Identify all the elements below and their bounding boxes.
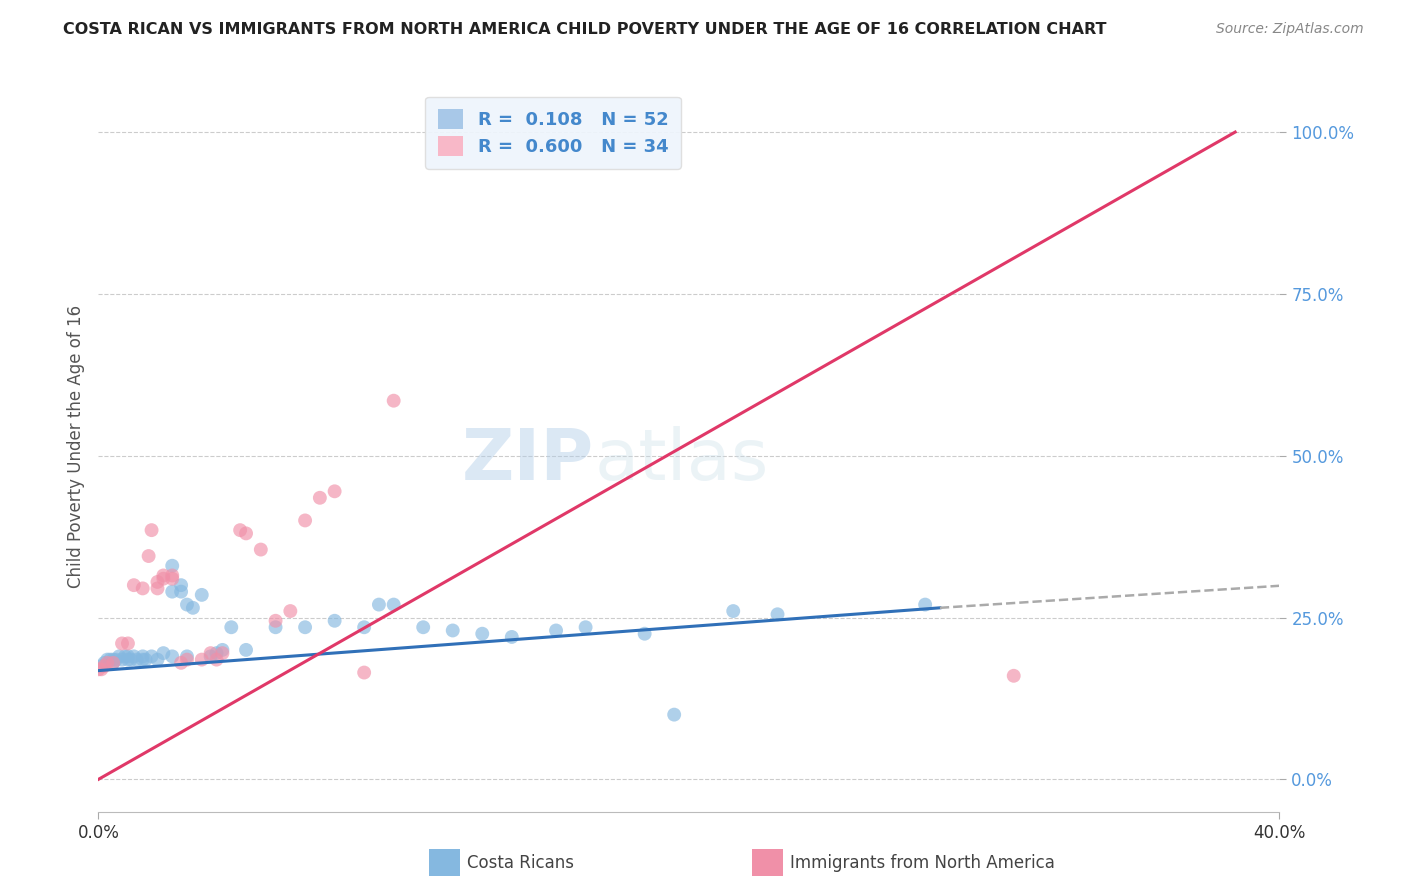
Point xyxy=(162,649,183,664)
Point xyxy=(122,578,145,592)
Point xyxy=(353,665,375,680)
Point xyxy=(368,598,391,612)
Point xyxy=(114,649,136,664)
Point xyxy=(117,652,139,666)
Point xyxy=(146,582,169,596)
Point xyxy=(211,643,233,657)
Point xyxy=(323,484,346,499)
Point xyxy=(141,523,163,537)
Point xyxy=(87,662,110,676)
Point xyxy=(96,656,118,670)
Point xyxy=(176,598,198,612)
Point xyxy=(766,607,789,622)
Point xyxy=(382,393,405,408)
Point xyxy=(132,582,155,596)
Point xyxy=(181,600,204,615)
Point xyxy=(103,656,125,670)
Point xyxy=(294,620,316,634)
Point xyxy=(229,523,252,537)
Point xyxy=(176,652,198,666)
Y-axis label: Child Poverty Under the Age of 16: Child Poverty Under the Age of 16 xyxy=(66,304,84,588)
Point xyxy=(170,578,193,592)
Point xyxy=(176,649,198,664)
Point xyxy=(162,584,183,599)
Point xyxy=(205,646,228,660)
Point xyxy=(200,646,222,660)
Point xyxy=(103,652,125,666)
Point xyxy=(914,598,936,612)
Point xyxy=(103,656,125,670)
Point xyxy=(170,584,193,599)
Point xyxy=(211,646,233,660)
Point xyxy=(634,626,657,640)
Point xyxy=(93,659,115,673)
Point xyxy=(122,649,145,664)
Point xyxy=(235,526,257,541)
Point xyxy=(205,652,228,666)
Point xyxy=(146,574,169,589)
Point xyxy=(264,614,287,628)
Text: Source: ZipAtlas.com: Source: ZipAtlas.com xyxy=(1216,22,1364,37)
Point xyxy=(90,659,112,673)
FancyBboxPatch shape xyxy=(752,849,783,876)
Point xyxy=(353,620,375,634)
Point xyxy=(382,598,405,612)
Point xyxy=(117,636,139,650)
Point xyxy=(132,652,155,666)
Point xyxy=(96,652,118,666)
Point xyxy=(162,568,183,582)
Point xyxy=(501,630,523,644)
Point xyxy=(132,649,155,664)
Point xyxy=(117,649,139,664)
Point xyxy=(90,662,112,676)
Text: COSTA RICAN VS IMMIGRANTS FROM NORTH AMERICA CHILD POVERTY UNDER THE AGE OF 16 C: COSTA RICAN VS IMMIGRANTS FROM NORTH AME… xyxy=(63,22,1107,37)
Point xyxy=(141,649,163,664)
Point xyxy=(191,652,214,666)
Point xyxy=(138,549,160,563)
Point xyxy=(125,652,148,666)
Point xyxy=(264,620,287,634)
Point xyxy=(120,652,142,666)
Point xyxy=(412,620,434,634)
Point xyxy=(471,626,494,640)
Point xyxy=(441,624,464,638)
Point xyxy=(152,568,174,582)
Point xyxy=(162,558,183,573)
Point xyxy=(170,656,193,670)
Point xyxy=(111,636,134,650)
Point xyxy=(200,649,222,664)
Point xyxy=(309,491,332,505)
Point xyxy=(546,624,568,638)
Point xyxy=(98,652,121,666)
Point xyxy=(294,513,316,527)
Point xyxy=(108,649,131,664)
Point xyxy=(1002,669,1025,683)
Text: atlas: atlas xyxy=(595,426,769,495)
Text: Costa Ricans: Costa Ricans xyxy=(467,854,574,871)
Point xyxy=(162,572,183,586)
Point xyxy=(152,572,174,586)
Point xyxy=(105,652,128,666)
Point xyxy=(93,656,115,670)
Point xyxy=(323,614,346,628)
Point xyxy=(146,652,169,666)
Point xyxy=(723,604,745,618)
Point xyxy=(280,604,302,618)
Point xyxy=(111,652,134,666)
Point xyxy=(191,588,214,602)
FancyBboxPatch shape xyxy=(429,849,460,876)
Point xyxy=(664,707,686,722)
Point xyxy=(250,542,273,557)
Point xyxy=(152,646,174,660)
Text: ZIP: ZIP xyxy=(463,426,595,495)
Point xyxy=(221,620,243,634)
Text: Immigrants from North America: Immigrants from North America xyxy=(790,854,1054,871)
Point xyxy=(235,643,257,657)
Point xyxy=(135,652,157,666)
Point xyxy=(575,620,598,634)
Legend: R =  0.108   N = 52, R =  0.600   N = 34: R = 0.108 N = 52, R = 0.600 N = 34 xyxy=(425,96,681,169)
